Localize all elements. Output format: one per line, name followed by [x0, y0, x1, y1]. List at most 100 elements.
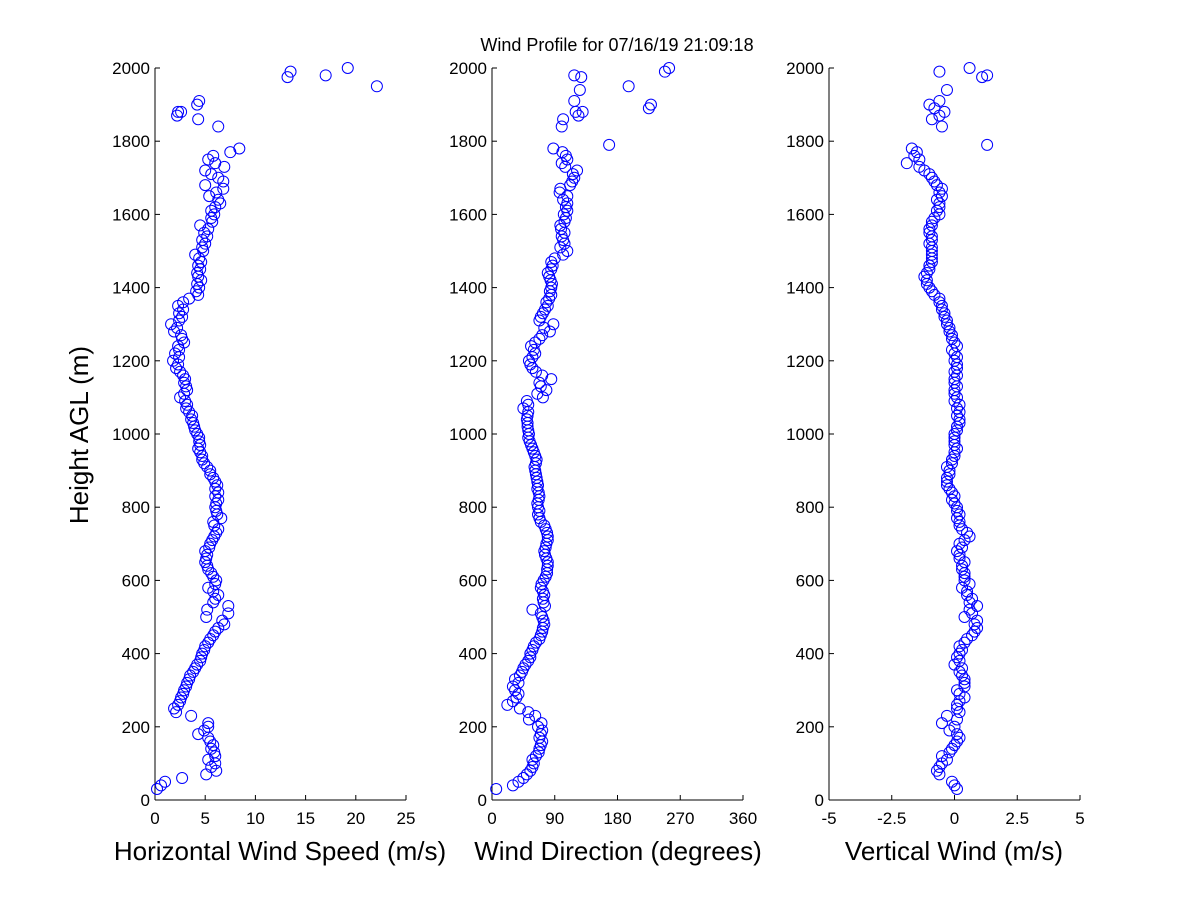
data-point — [204, 464, 217, 477]
data-point — [568, 94, 581, 107]
data-point — [951, 684, 964, 697]
data-point — [545, 255, 558, 268]
data-point — [205, 204, 218, 217]
data-point — [905, 142, 918, 155]
data-point — [168, 702, 181, 715]
data-point — [925, 248, 938, 261]
y-tick-label: 400 — [796, 645, 824, 664]
data-point — [940, 479, 953, 492]
data-point — [951, 728, 964, 741]
data-point — [534, 607, 547, 620]
data-point — [512, 676, 525, 689]
x-tick-label: 180 — [603, 809, 631, 828]
data-point — [205, 761, 218, 774]
data-point — [561, 245, 574, 257]
data-point — [956, 541, 969, 554]
data-point — [920, 274, 933, 287]
data-point — [199, 164, 212, 177]
y-tick-label: 600 — [122, 571, 150, 590]
data-point — [186, 409, 199, 422]
data-point — [935, 299, 948, 312]
data-point — [555, 120, 568, 133]
data-point — [945, 453, 958, 466]
y-tick-label: 800 — [796, 498, 824, 517]
y-tick-label: 1400 — [786, 279, 824, 298]
data-point — [981, 138, 994, 151]
y-tick-label: 1200 — [449, 352, 487, 371]
data-point — [202, 581, 215, 594]
data-point — [190, 285, 203, 298]
data-point — [572, 109, 585, 122]
data-point — [658, 65, 671, 78]
data-point — [925, 219, 938, 232]
x-tick-label: 15 — [296, 809, 315, 828]
data-point — [199, 179, 212, 192]
y-tick-label: 1400 — [449, 279, 487, 298]
y-tick-label: 800 — [459, 498, 487, 517]
data-point — [209, 592, 222, 605]
data-point — [920, 266, 933, 279]
data-point — [212, 493, 225, 506]
data-point — [168, 325, 181, 338]
data-point — [520, 413, 533, 426]
data-point — [167, 354, 180, 367]
data-point — [209, 625, 222, 638]
data-point — [956, 563, 969, 576]
data-point — [538, 618, 551, 631]
y-tick-label: 2000 — [786, 59, 824, 78]
data-point — [908, 149, 921, 162]
data-point — [212, 120, 225, 133]
data-point — [529, 336, 542, 349]
y-tick-label: 1600 — [449, 205, 487, 224]
data-point — [527, 343, 540, 356]
data-point — [958, 570, 971, 583]
data-point — [193, 435, 206, 448]
data-point — [557, 193, 570, 206]
data-point — [202, 720, 215, 733]
data-point — [191, 266, 204, 279]
data-point — [948, 354, 961, 367]
data-point — [171, 321, 184, 334]
data-point — [951, 735, 964, 748]
data-point — [561, 190, 574, 203]
data-point — [925, 113, 938, 126]
data-point — [948, 336, 961, 349]
data-point — [175, 105, 188, 118]
data-point — [943, 321, 956, 334]
data-point — [948, 435, 961, 448]
data-point — [172, 105, 185, 118]
data-point — [925, 171, 938, 184]
x-tick-label: 25 — [397, 809, 416, 828]
data-point — [933, 65, 946, 78]
y-tick-label: 1600 — [786, 205, 824, 224]
data-point — [943, 482, 956, 495]
data-point — [536, 724, 549, 737]
data-point — [943, 468, 956, 481]
data-point — [212, 171, 225, 184]
data-point — [209, 157, 222, 170]
data-point — [191, 658, 204, 671]
data-point — [913, 160, 926, 173]
data-point — [533, 376, 546, 389]
data-point — [522, 706, 535, 719]
data-point — [155, 779, 168, 792]
data-point — [520, 395, 533, 408]
figure-title: Wind Profile for 07/16/19 21:09:18 — [480, 35, 753, 55]
data-point — [951, 702, 964, 715]
x-tick-label: 10 — [246, 809, 265, 828]
data-point — [940, 475, 953, 488]
data-point — [622, 80, 635, 93]
x-tick-label: -5 — [821, 809, 836, 828]
data-point — [202, 717, 215, 730]
data-point — [210, 186, 223, 199]
y-tick-label: 200 — [796, 718, 824, 737]
data-point — [222, 600, 235, 613]
data-point — [557, 208, 570, 221]
y-tick-label: 1800 — [449, 132, 487, 151]
data-point — [923, 226, 936, 239]
x-axis-label-direction: Wind Direction (degrees) — [474, 836, 762, 866]
data-point — [571, 164, 584, 177]
data-point — [201, 603, 214, 616]
data-point — [169, 347, 182, 360]
data-point — [900, 157, 913, 170]
